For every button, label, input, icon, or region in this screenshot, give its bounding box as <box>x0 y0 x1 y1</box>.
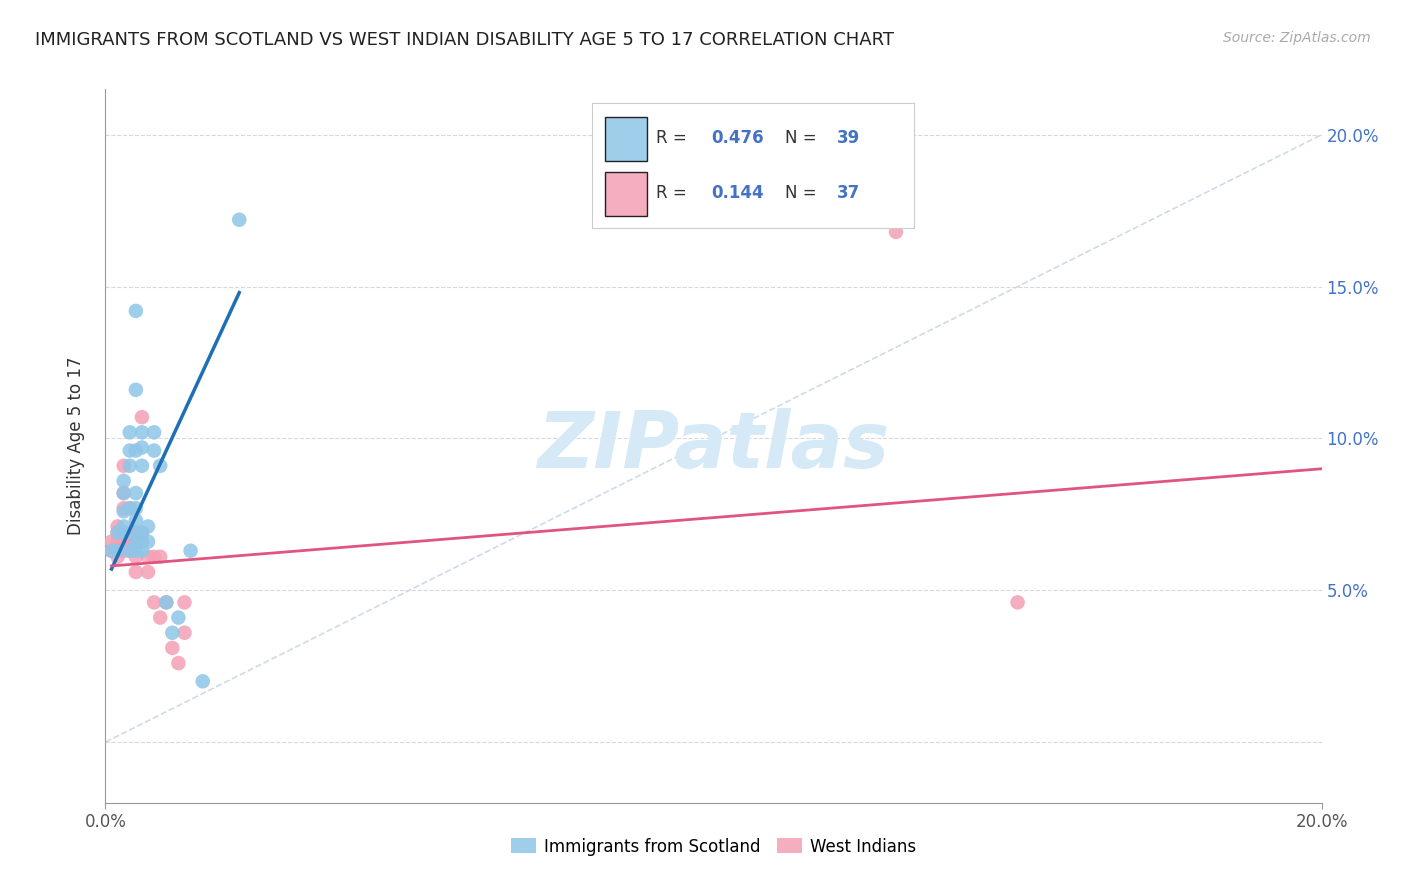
Point <box>125 534 148 549</box>
Point <box>112 543 135 558</box>
Point <box>131 534 153 549</box>
Point <box>155 595 177 609</box>
Point <box>149 458 172 473</box>
Point <box>191 674 214 689</box>
Point <box>125 304 148 318</box>
Point <box>143 595 166 609</box>
Y-axis label: Disability Age 5 to 17: Disability Age 5 to 17 <box>66 357 84 535</box>
Point <box>136 565 159 579</box>
Point <box>136 519 159 533</box>
Point <box>112 541 135 555</box>
Point <box>143 443 166 458</box>
Point <box>131 543 153 558</box>
Point <box>125 525 148 540</box>
Point <box>125 383 148 397</box>
Point <box>107 525 129 540</box>
Point <box>118 501 141 516</box>
Point <box>107 549 129 564</box>
Point <box>125 543 148 558</box>
Point <box>136 534 159 549</box>
Point <box>143 549 166 564</box>
Point <box>884 225 907 239</box>
Point <box>112 486 135 500</box>
Point <box>131 441 153 455</box>
Point <box>143 425 166 440</box>
Point <box>125 501 148 516</box>
Point <box>112 525 135 540</box>
Point <box>118 443 141 458</box>
Point <box>1007 595 1029 609</box>
Point <box>100 534 122 549</box>
Point <box>100 543 122 558</box>
Text: Source: ZipAtlas.com: Source: ZipAtlas.com <box>1223 31 1371 45</box>
Point <box>112 519 135 533</box>
Point <box>112 534 135 549</box>
Point <box>167 656 190 670</box>
Point <box>112 474 135 488</box>
Point <box>107 525 129 540</box>
Point <box>125 486 148 500</box>
Point <box>112 486 135 500</box>
Point <box>149 549 172 564</box>
Point <box>118 525 141 540</box>
Point <box>131 534 153 549</box>
Point <box>162 625 184 640</box>
Point <box>173 595 195 609</box>
Point <box>125 525 148 540</box>
Point <box>131 525 153 540</box>
Point <box>112 501 135 516</box>
Point <box>136 549 159 564</box>
Point <box>149 610 172 624</box>
Point <box>107 543 129 558</box>
Text: IMMIGRANTS FROM SCOTLAND VS WEST INDIAN DISABILITY AGE 5 TO 17 CORRELATION CHART: IMMIGRANTS FROM SCOTLAND VS WEST INDIAN … <box>35 31 894 49</box>
Point <box>100 543 122 558</box>
Point <box>118 534 141 549</box>
Point <box>125 513 148 527</box>
Point <box>228 212 250 227</box>
Point <box>112 458 135 473</box>
Point <box>107 534 129 549</box>
Point <box>112 525 135 540</box>
Point <box>167 610 190 624</box>
Point <box>107 519 129 533</box>
Point <box>162 640 184 655</box>
Point <box>155 595 177 609</box>
Point <box>125 549 148 564</box>
Point <box>131 425 153 440</box>
Point <box>125 565 148 579</box>
Point <box>118 543 141 558</box>
Point <box>180 543 202 558</box>
Point <box>118 458 141 473</box>
Legend: Immigrants from Scotland, West Indians: Immigrants from Scotland, West Indians <box>503 831 924 863</box>
Point <box>118 543 141 558</box>
Point <box>112 504 135 518</box>
Text: ZIPatlas: ZIPatlas <box>537 408 890 484</box>
Point <box>131 410 153 425</box>
Point <box>131 525 153 540</box>
Point <box>118 425 141 440</box>
Point <box>125 443 148 458</box>
Point <box>131 458 153 473</box>
Point <box>118 501 141 516</box>
Point <box>125 534 148 549</box>
Point <box>173 625 195 640</box>
